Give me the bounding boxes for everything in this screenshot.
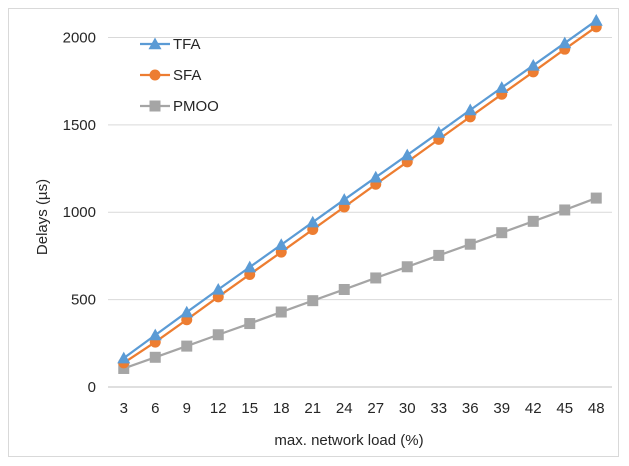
series-line-tfa [123, 19, 597, 360]
x-tick-label-18: 18 [273, 400, 290, 417]
series-line-sfa [123, 25, 597, 364]
point-tfa-9 [180, 305, 194, 318]
legend-label-tfa: TFA [173, 36, 201, 53]
legend-marker-pmoo [149, 100, 161, 112]
point-pmoo-9 [181, 340, 193, 352]
point-pmoo-3 [118, 362, 130, 374]
y-tick-label-0: 0 [88, 379, 96, 396]
point-tfa-6 [148, 328, 162, 341]
point-pmoo-24 [338, 283, 350, 295]
series-line-pmoo [123, 197, 597, 370]
x-tick-label-27: 27 [367, 400, 384, 417]
y-tick-label-500: 500 [71, 292, 96, 309]
y-tick-label-1500: 1500 [63, 117, 96, 134]
legend: TFA SFA PMOO [140, 36, 219, 115]
legend-marker-tfa [148, 37, 162, 50]
x-tick-label-33: 33 [430, 400, 447, 417]
point-pmoo-6 [149, 351, 161, 363]
x-tick-label-30: 30 [399, 400, 416, 417]
legend-label-pmoo: PMOO [173, 98, 219, 115]
legend-item-pmoo: PMOO [140, 98, 219, 115]
x-tick-label-21: 21 [304, 400, 321, 417]
y-axis-title: Delays (µs) [34, 179, 51, 255]
legend-item-tfa: TFA [140, 36, 201, 53]
point-pmoo-42 [527, 215, 539, 227]
point-tfa-48 [589, 14, 603, 26]
point-pmoo-45 [559, 204, 571, 216]
y-tick-labels: 0 500 1000 1500 2000 [63, 29, 96, 396]
point-pmoo-18 [275, 306, 287, 318]
point-tfa-12 [211, 282, 225, 295]
point-tfa-21 [306, 215, 320, 228]
point-pmoo-15 [244, 318, 256, 330]
point-tfa-42 [526, 58, 540, 71]
x-tick-label-39: 39 [493, 400, 510, 417]
x-tick-label-45: 45 [556, 400, 573, 417]
point-pmoo-48 [590, 192, 602, 204]
point-tfa-27 [369, 170, 383, 183]
point-tfa-36 [463, 103, 477, 116]
x-tick-label-3: 3 [120, 400, 128, 417]
legend-label-sfa: SFA [173, 67, 201, 84]
point-tfa-45 [558, 36, 572, 49]
x-tick-label-48: 48 [588, 400, 605, 417]
point-tfa-24 [337, 193, 351, 205]
gridlines [108, 36, 612, 301]
y-tick-label-1000: 1000 [63, 204, 96, 221]
series-pmoo [118, 192, 602, 374]
x-tick-label-42: 42 [525, 400, 542, 417]
point-pmoo-36 [464, 238, 476, 250]
point-pmoo-39 [496, 227, 508, 239]
x-tick-label-36: 36 [462, 400, 479, 417]
x-tick-labels: 3 6 9 12 15 18 21 24 27 30 33 36 39 42 45 48 [120, 400, 605, 417]
legend-marker-sfa [149, 69, 161, 81]
point-pmoo-30 [401, 261, 413, 273]
point-pmoo-21 [307, 295, 319, 307]
point-pmoo-12 [212, 329, 224, 341]
x-tick-label-6: 6 [151, 400, 159, 417]
x-tick-label-24: 24 [336, 400, 353, 417]
point-tfa-33 [432, 126, 446, 138]
x-tick-label-12: 12 [210, 400, 227, 417]
series-group [117, 14, 603, 374]
x-tick-label-9: 9 [183, 400, 191, 417]
point-tfa-15 [243, 260, 257, 273]
point-pmoo-33 [433, 249, 445, 261]
legend-item-sfa: SFA [140, 67, 201, 84]
series-tfa [117, 14, 603, 364]
x-tick-label-15: 15 [241, 400, 258, 417]
x-axis-title: max. network load (%) [274, 432, 423, 449]
y-tick-label-2000: 2000 [63, 29, 96, 46]
point-tfa-3 [117, 351, 131, 364]
point-tfa-39 [495, 81, 509, 93]
point-tfa-30 [400, 148, 414, 161]
point-pmoo-27 [370, 272, 382, 284]
point-tfa-18 [274, 238, 288, 250]
